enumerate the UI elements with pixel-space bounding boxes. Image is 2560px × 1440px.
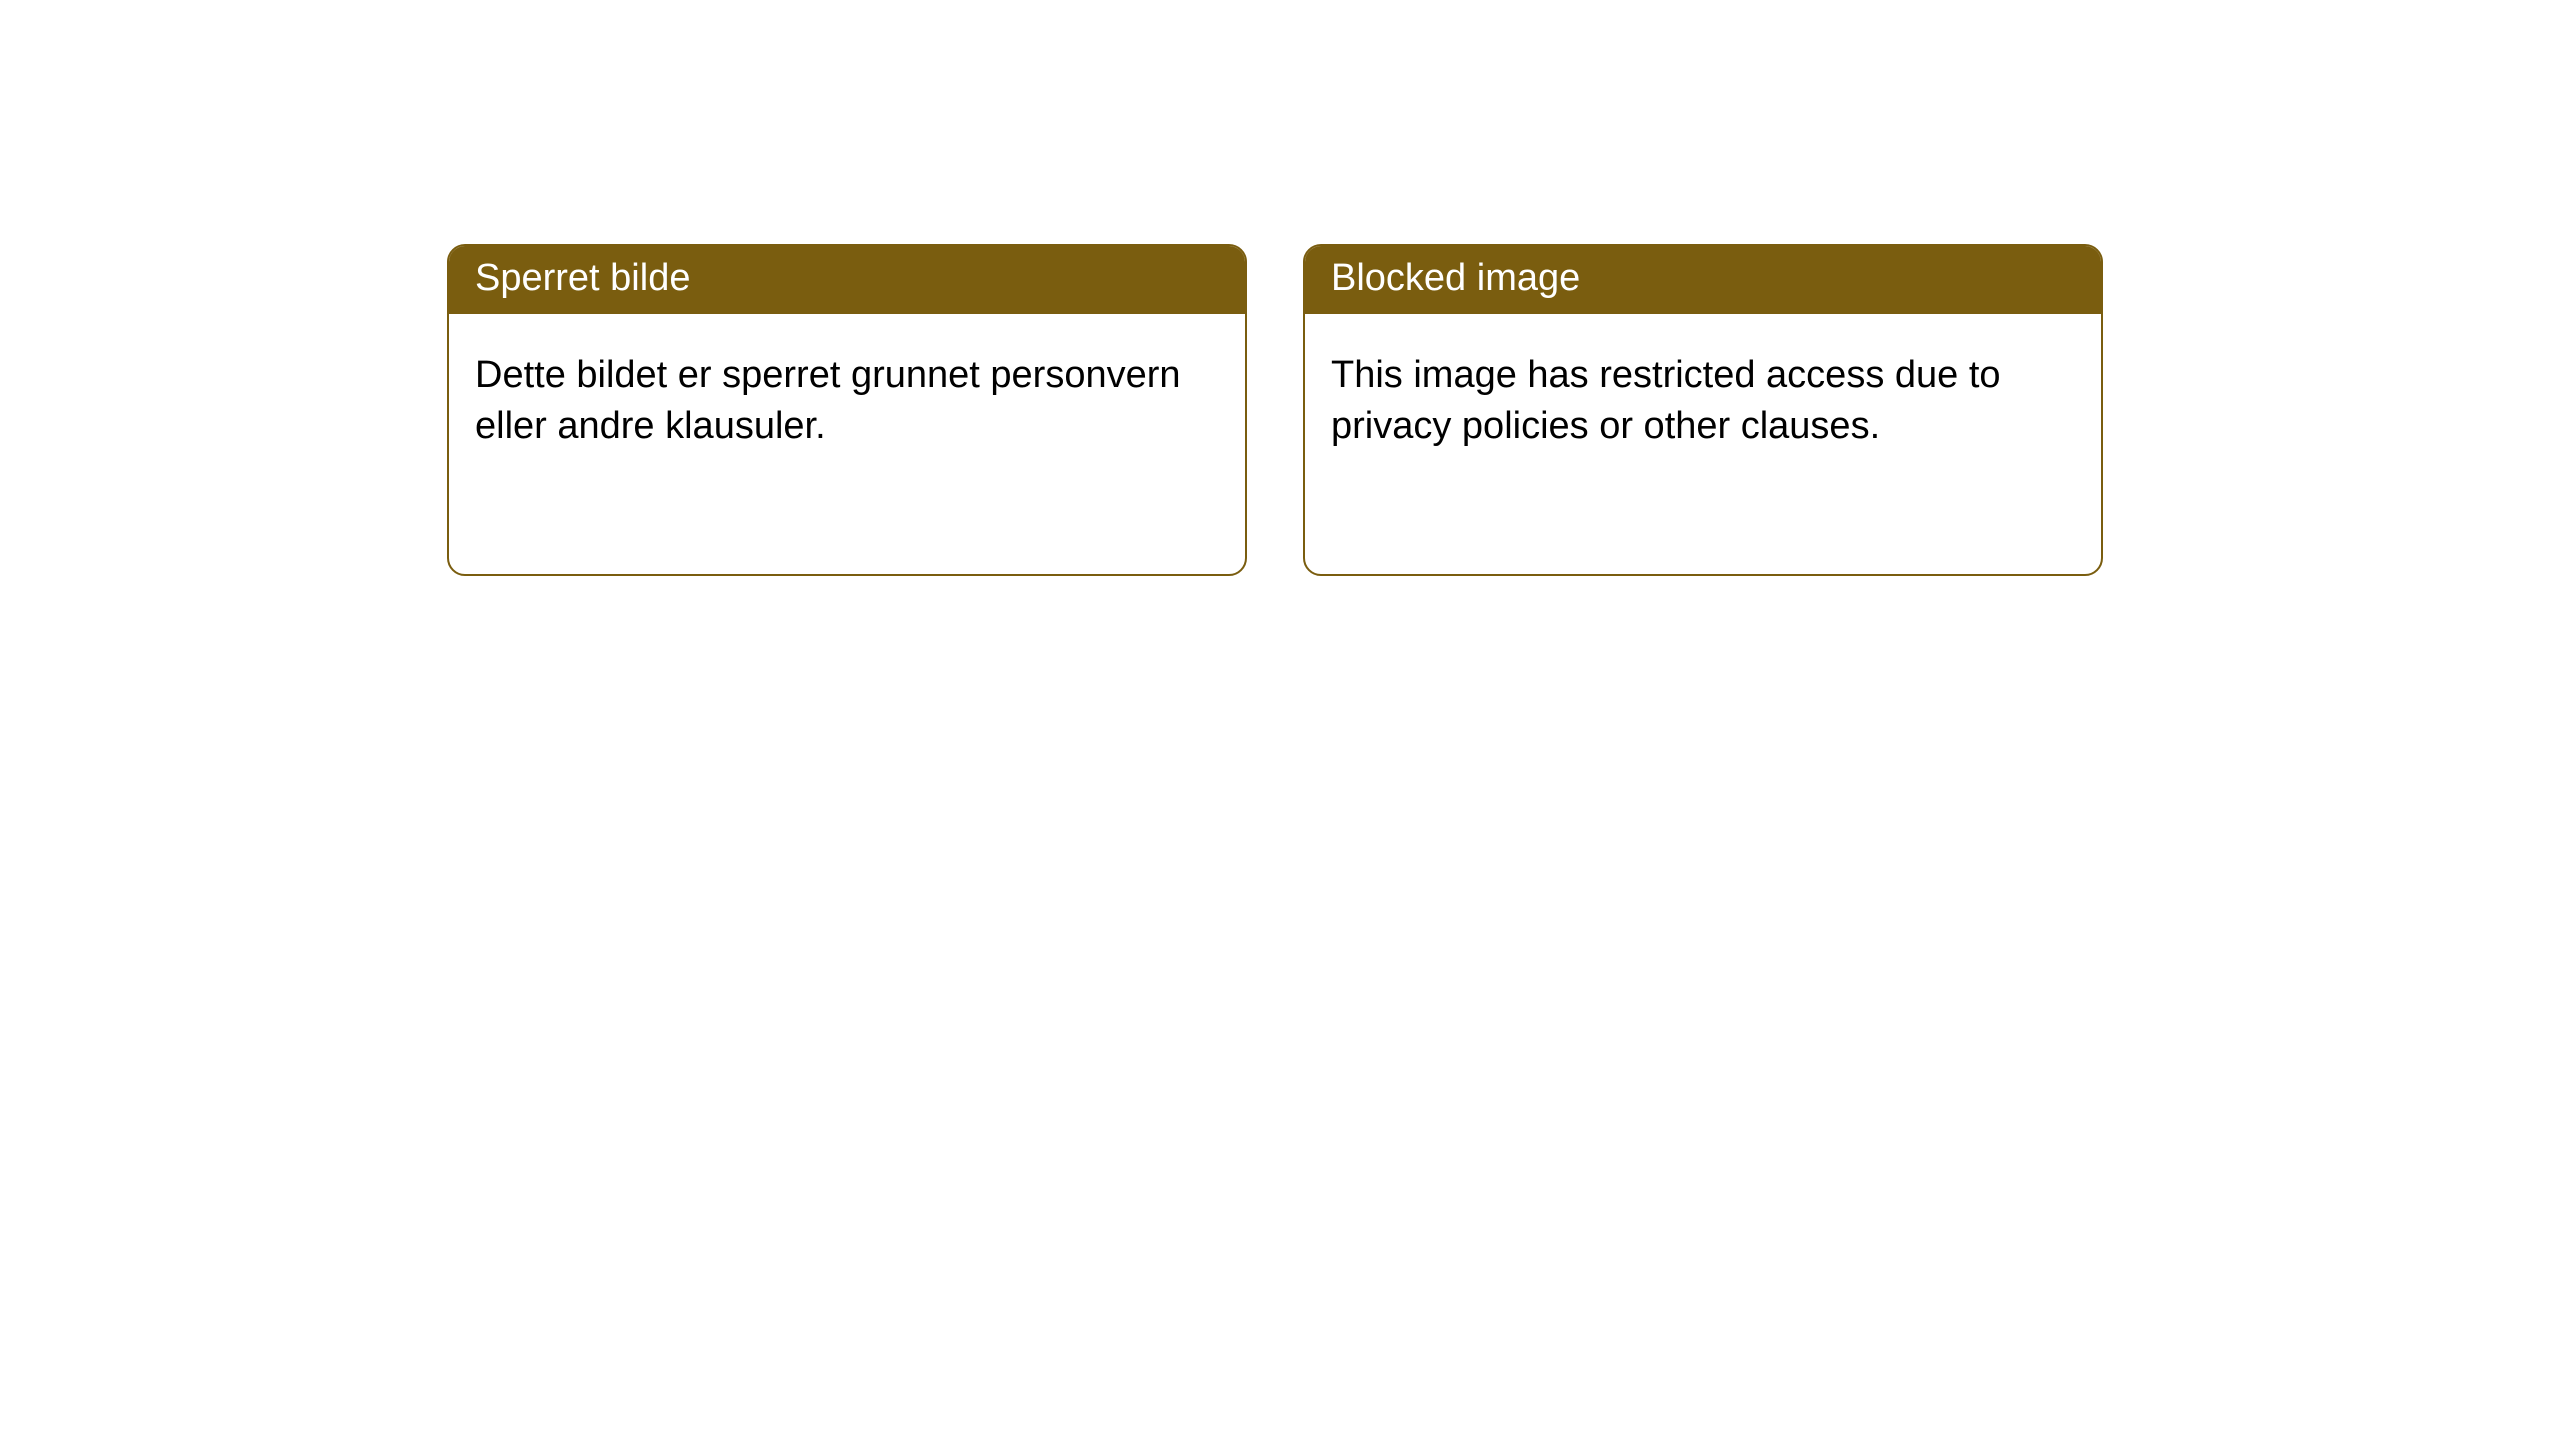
- notice-header-norwegian: Sperret bilde: [449, 246, 1245, 314]
- notice-text-norwegian: Dette bildet er sperret grunnet personve…: [475, 354, 1181, 447]
- notice-title-norwegian: Sperret bilde: [475, 257, 690, 299]
- notice-card-english: Blocked image This image has restricted …: [1303, 244, 2103, 576]
- notice-body-english: This image has restricted access due to …: [1305, 314, 2101, 479]
- notice-container: Sperret bilde Dette bildet er sperret gr…: [447, 244, 2103, 576]
- notice-header-english: Blocked image: [1305, 246, 2101, 314]
- notice-body-norwegian: Dette bildet er sperret grunnet personve…: [449, 314, 1245, 479]
- notice-title-english: Blocked image: [1331, 257, 1580, 299]
- notice-card-norwegian: Sperret bilde Dette bildet er sperret gr…: [447, 244, 1247, 576]
- notice-text-english: This image has restricted access due to …: [1331, 354, 2001, 447]
